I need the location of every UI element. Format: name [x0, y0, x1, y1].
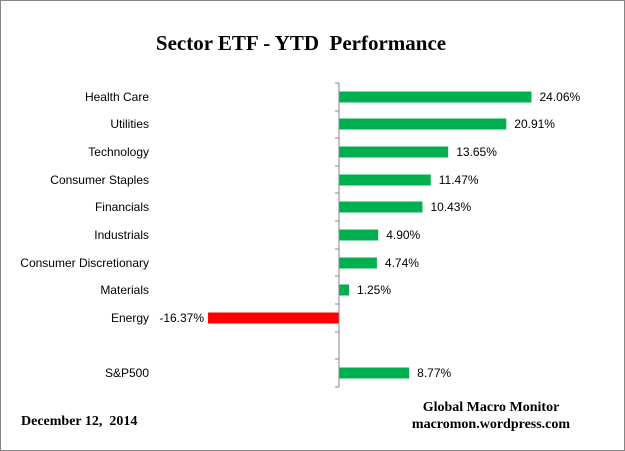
bar-industrials [339, 229, 379, 241]
bar-s-p500 [339, 367, 410, 379]
bar-consumer-discretionary [339, 257, 377, 269]
category-label: Consumer Discretionary [20, 256, 149, 270]
value-label: 11.47% [439, 173, 479, 187]
bar-utilities [339, 118, 507, 130]
source-url: macromon.wordpress.com [411, 417, 571, 432]
value-label: 13.65% [456, 145, 497, 159]
category-label: Technology [88, 145, 149, 159]
value-label: 20.91% [514, 117, 555, 131]
source-name: Global Macro Monitor [422, 400, 560, 415]
bar-energy [208, 312, 339, 324]
value-label: 24.06% [539, 90, 580, 104]
bars-layer [208, 91, 532, 379]
value-label: 4.74% [385, 256, 419, 270]
bar-technology [339, 146, 449, 158]
value-label: 1.25% [357, 283, 391, 297]
date-text: December 12, 2014 [21, 414, 138, 429]
value-label: -16.37% [159, 311, 204, 325]
category-label: Financials [95, 200, 149, 214]
chart-title: Sector ETF - YTD Performance [155, 31, 447, 55]
category-label: Industrials [94, 228, 149, 242]
category-label: Consumer Staples [50, 173, 149, 187]
value-label: 10.43% [430, 200, 471, 214]
category-label: Utilities [110, 117, 149, 131]
source-block: Global Macro Monitor macromon.wordpress.… [376, 399, 606, 433]
bar-consumer-staples [339, 174, 431, 186]
value-label: 8.77% [417, 366, 451, 380]
bar-health-care [339, 91, 532, 103]
bar-financials [339, 201, 423, 213]
category-label: Energy [111, 311, 149, 325]
category-label: S&P500 [105, 366, 149, 380]
labels-layer: Health Care 24.06% Utilities 20.91% Technolo… [20, 82, 581, 388]
value-label: 4.90% [386, 228, 420, 242]
category-label: Materials [100, 283, 149, 297]
category-label: Health Care [85, 90, 149, 104]
bar-materials [339, 284, 349, 296]
